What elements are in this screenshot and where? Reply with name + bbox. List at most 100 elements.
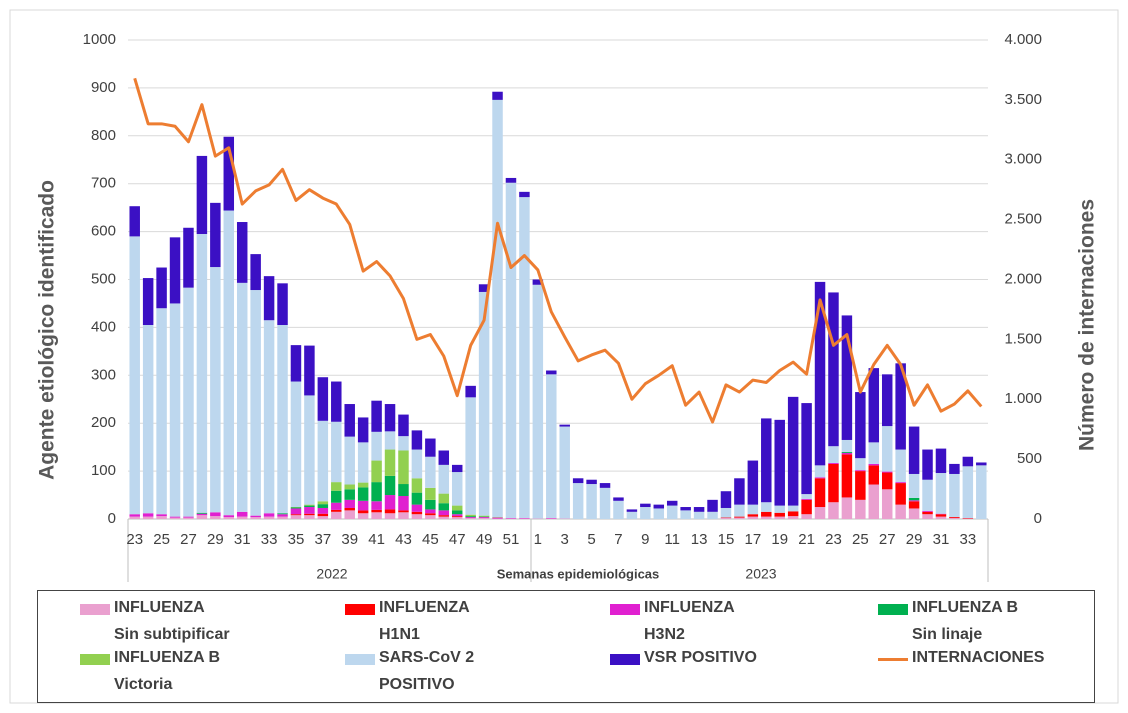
x-tick-label: 7 xyxy=(614,531,622,548)
x-tick-label: 27 xyxy=(879,531,896,548)
bar xyxy=(371,400,382,432)
bar xyxy=(828,502,839,519)
y-tick-label: 800 xyxy=(91,127,116,144)
bar xyxy=(855,499,866,519)
x-tick-label: 29 xyxy=(207,531,224,548)
bar xyxy=(640,503,651,508)
bar xyxy=(317,516,329,519)
bar xyxy=(438,503,450,511)
y-tick-label: 700 xyxy=(91,175,116,192)
bar xyxy=(210,516,221,519)
x-tick-label: 13 xyxy=(691,531,708,548)
bar xyxy=(734,504,745,517)
x-tick-label: 35 xyxy=(288,531,305,548)
x-tick-label: 1 xyxy=(534,531,542,548)
legend-swatch xyxy=(610,604,640,615)
bar xyxy=(841,497,853,519)
bar xyxy=(425,456,436,488)
bar xyxy=(357,417,369,443)
bar xyxy=(492,91,503,100)
bar xyxy=(761,516,772,519)
bar xyxy=(922,511,933,515)
bar xyxy=(425,487,436,500)
x-tick-label: 17 xyxy=(745,531,762,548)
bar xyxy=(895,363,906,450)
bar xyxy=(868,465,880,485)
bar xyxy=(357,487,369,501)
bar xyxy=(398,450,409,485)
bar xyxy=(438,510,450,516)
bar xyxy=(384,431,396,450)
bar xyxy=(156,514,167,517)
x-tick-label: 39 xyxy=(341,531,358,548)
bar xyxy=(398,496,409,511)
bar xyxy=(290,507,302,509)
x-group-label: 2022 xyxy=(316,566,347,582)
legend-item: INFLUENZA H1N1 xyxy=(345,599,470,648)
bar xyxy=(384,513,396,519)
bar xyxy=(465,385,476,398)
bar xyxy=(236,222,248,283)
bar xyxy=(519,197,530,519)
bar xyxy=(357,513,369,519)
bar xyxy=(344,489,355,500)
x-tick-label: 33 xyxy=(261,531,278,548)
x-tick-label: 27 xyxy=(180,531,197,548)
bar xyxy=(411,514,423,519)
bar xyxy=(169,237,181,304)
legend-item: SARS-CoV 2 POSITIVO xyxy=(345,649,474,698)
legend-item: VSR POSITIVO xyxy=(610,649,757,671)
bar xyxy=(277,513,288,515)
bar xyxy=(787,511,799,517)
bar xyxy=(304,504,315,506)
bar xyxy=(183,287,194,517)
bar xyxy=(169,517,181,519)
bar xyxy=(922,449,933,480)
bar xyxy=(653,504,665,509)
bar xyxy=(465,514,476,517)
bar xyxy=(908,426,920,474)
legend-label: SARS-CoV 2 POSITIVO xyxy=(379,649,475,693)
bar xyxy=(451,505,463,511)
bar xyxy=(774,512,785,517)
bar xyxy=(949,463,960,474)
bar xyxy=(196,515,208,519)
bar xyxy=(142,516,154,519)
bar xyxy=(183,517,194,519)
bar xyxy=(680,510,691,519)
bar xyxy=(236,516,248,519)
bar xyxy=(774,505,785,513)
bar xyxy=(881,426,893,472)
bar xyxy=(210,512,221,517)
bar xyxy=(895,483,906,505)
bar xyxy=(761,502,772,512)
bar xyxy=(196,233,208,513)
bar xyxy=(371,431,382,461)
bar xyxy=(425,438,436,457)
bar xyxy=(519,191,530,198)
x-tick-label: 25 xyxy=(153,531,170,548)
bar xyxy=(586,479,597,485)
bar xyxy=(505,177,517,183)
bar xyxy=(478,284,490,292)
bar xyxy=(747,504,759,515)
bar xyxy=(734,516,745,518)
bar xyxy=(331,381,342,422)
bar xyxy=(304,513,315,516)
bar xyxy=(572,478,584,484)
bar xyxy=(640,507,651,519)
bar xyxy=(438,516,450,519)
bar xyxy=(425,515,436,519)
x-tick-label: 31 xyxy=(234,531,251,548)
legend-item: INFLUENZA Sin subtipificar xyxy=(80,599,230,648)
bar xyxy=(559,424,570,427)
legend-label: INFLUENZA B Sin linaje xyxy=(912,599,1019,643)
bar xyxy=(344,436,355,485)
bar xyxy=(398,414,409,437)
bar xyxy=(331,511,342,519)
bar xyxy=(734,517,745,519)
x-tick-label: 25 xyxy=(852,531,869,548)
bar xyxy=(814,465,826,478)
y2-tick-label: 500 xyxy=(1017,450,1042,467)
bar xyxy=(290,514,302,516)
